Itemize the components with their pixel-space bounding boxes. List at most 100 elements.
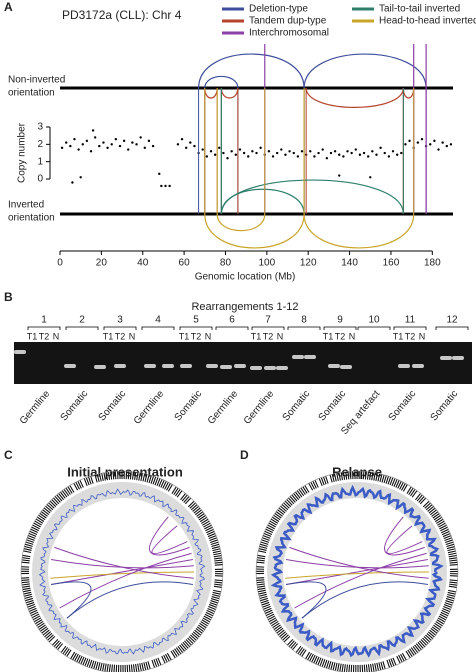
copy-number-point — [127, 148, 130, 151]
rearrangement-number: 8 — [301, 315, 307, 326]
copy-number-point — [416, 141, 420, 144]
panel-label: C — [4, 448, 13, 462]
gel-band — [234, 364, 246, 368]
x-tick-label: 20 — [96, 258, 108, 269]
gel-image — [14, 342, 472, 384]
y-tick-label: 0 — [37, 174, 43, 185]
copy-number-point — [369, 176, 372, 179]
rearrangement-arc — [305, 87, 404, 108]
copy-number-point — [71, 181, 74, 184]
copy-number-point — [251, 150, 254, 153]
copy-number-point — [89, 150, 93, 153]
copy-number-point — [449, 143, 453, 146]
copy-number-point — [102, 141, 105, 144]
rearrangement-number: 3 — [117, 315, 123, 326]
lane-label: N — [53, 331, 60, 341]
copy-number-point — [437, 148, 440, 151]
lane-bracket — [141, 326, 175, 330]
copy-number-point — [338, 174, 341, 177]
copy-number-point — [85, 139, 89, 143]
row-label: Inverted — [8, 200, 44, 211]
call-label: Somatic — [59, 389, 91, 424]
copy-number-point — [354, 148, 357, 151]
lane-label: T1 — [103, 331, 114, 341]
gel-band — [276, 366, 288, 370]
copy-number-track — [38, 488, 206, 655]
rearrangement-number: 4 — [155, 315, 161, 326]
copy-number-point — [247, 155, 250, 158]
copy-number-point — [255, 151, 258, 155]
circos-link — [285, 571, 430, 579]
call-label: Germline — [18, 388, 53, 426]
copy-number-point — [110, 143, 113, 146]
gel-band — [144, 364, 156, 368]
copy-number-point — [238, 148, 242, 151]
x-tick-label: 160 — [383, 258, 400, 269]
rearrangement-arc — [197, 53, 305, 89]
lane-bracket — [435, 326, 469, 330]
copy-number-point — [106, 146, 109, 150]
panel-title: Rearrangements 1-12 — [191, 301, 298, 313]
lane-bracket — [357, 326, 391, 330]
copy-number-point — [230, 150, 233, 153]
x-tick-label: 180 — [424, 258, 441, 269]
lane-label: N — [205, 331, 212, 341]
copy-number-point — [160, 184, 163, 188]
lane-label: T2 — [263, 331, 274, 341]
call-label: Somatic — [173, 389, 205, 424]
circos-link — [286, 581, 327, 619]
copy-number-point — [91, 129, 95, 132]
copy-number-point — [296, 155, 300, 158]
legend-label: Head-to-head inverted — [379, 16, 476, 27]
legend-label: Interchromosomal — [249, 28, 329, 39]
copy-number-point — [164, 184, 167, 188]
rearrangement-arc — [303, 53, 427, 89]
copy-number-point — [98, 144, 101, 148]
copy-number-point — [300, 150, 304, 153]
circos-link — [289, 546, 429, 579]
copy-number-point — [271, 155, 275, 158]
row-label: orientation — [8, 88, 55, 99]
copy-number-point — [234, 153, 238, 156]
copy-number-point — [325, 157, 329, 160]
call-label: Somatic — [429, 389, 461, 424]
x-tick-label: 40 — [137, 258, 149, 269]
x-tick-label: 100 — [258, 258, 275, 269]
copy-number-point — [60, 146, 64, 150]
lane-bracket — [323, 326, 357, 330]
gel-band — [180, 364, 192, 368]
ideogram — [20, 471, 224, 672]
copy-number-point — [275, 151, 279, 155]
copy-number-point — [321, 148, 324, 151]
copy-number-point — [338, 153, 341, 156]
copy-number-track — [270, 484, 444, 658]
lane-label: N — [129, 331, 136, 341]
copy-number-point — [395, 153, 399, 156]
lane-label: T2 — [335, 331, 346, 341]
copy-number-point — [79, 176, 82, 179]
rearrangement-number: 11 — [405, 315, 416, 326]
copy-number-point — [205, 155, 209, 158]
x-tick-label: 140 — [341, 258, 358, 269]
copy-number-point — [391, 150, 395, 153]
circos-link — [151, 525, 188, 555]
rearrangement-arc — [204, 213, 305, 249]
copy-number-point — [151, 144, 155, 148]
panel-label: A — [4, 0, 13, 14]
copy-number-point — [201, 148, 204, 151]
circos-link — [386, 525, 423, 555]
call-label: Somatic — [317, 389, 349, 424]
call-label: Somatic — [387, 389, 419, 424]
lane-label: N — [277, 331, 284, 341]
lane-label: T2 — [115, 331, 126, 341]
lane-label: T1 — [179, 331, 190, 341]
gel-band — [250, 366, 262, 370]
copy-number-point — [222, 151, 225, 155]
copy-number-point — [69, 144, 72, 148]
copy-number-point — [77, 148, 80, 151]
copy-number-point — [371, 150, 374, 153]
ideogram-outline — [20, 470, 224, 672]
y-axis-title: Copy number — [17, 122, 28, 183]
gel-band — [440, 356, 452, 360]
